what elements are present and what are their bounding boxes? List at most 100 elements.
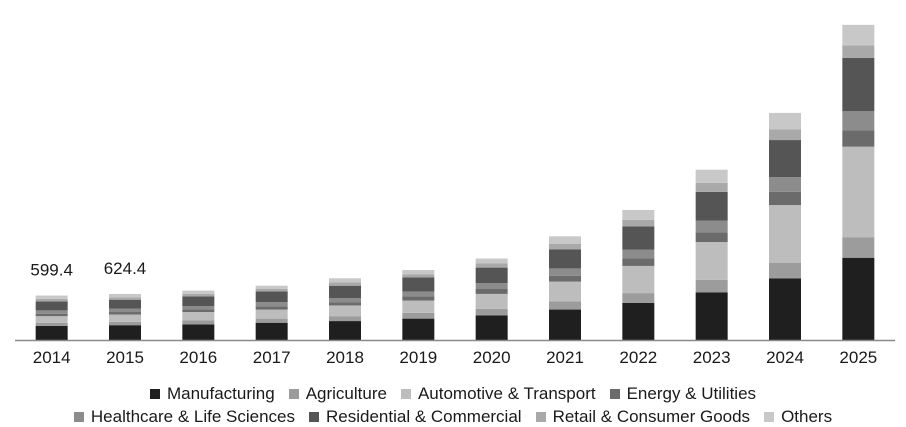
- bar-segment-2014-6: [35, 298, 68, 302]
- bar-segment-2016-1: [182, 320, 215, 325]
- bar-segment-2017-4: [255, 302, 288, 307]
- bar-segment-2025-7: [842, 24, 875, 46]
- bar-segment-2020-2: [475, 293, 508, 309]
- bar-segment-2019-1: [402, 312, 435, 319]
- bar-segment-2016-6: [182, 293, 215, 297]
- legend-swatch: [400, 389, 411, 399]
- bar-segment-2019-6: [402, 274, 435, 278]
- legend-swatch: [535, 412, 546, 422]
- x-tick-label: 2016: [179, 348, 217, 367]
- bar-segment-2015-6: [109, 297, 141, 300]
- bar-segment-2023-2: [695, 242, 728, 280]
- legend-item: Retail & Consumer Goods: [535, 407, 751, 427]
- bar-segment-2018-6: [329, 282, 361, 286]
- bar-segment-2021-5: [549, 249, 581, 269]
- bar-segment-2020-5: [475, 267, 508, 284]
- bar-segment-2025-0: [842, 257, 875, 340]
- bar-segment-2023-4: [695, 220, 728, 233]
- x-tick-label: 2021: [546, 348, 584, 367]
- legend-label: Retail & Consumer Goods: [552, 407, 751, 426]
- bar-segment-2016-0: [182, 324, 215, 340]
- legend-swatch: [764, 412, 775, 422]
- bar-segment-2024-5: [769, 140, 801, 178]
- bar-segment-2015-2: [109, 314, 141, 322]
- bar-segment-2020-6: [475, 263, 508, 268]
- bar-segment-2020-7: [475, 258, 508, 264]
- x-tick-label: 2022: [619, 348, 657, 367]
- bar-segment-2017-5: [255, 291, 288, 303]
- legend-label: Agriculture: [305, 384, 387, 403]
- bar-segment-2022-2: [622, 265, 655, 294]
- bar-segment-2023-0: [695, 292, 728, 340]
- bar-segment-2022-0: [622, 302, 655, 340]
- bar-segment-2018-4: [329, 298, 361, 303]
- legend-swatch: [309, 412, 319, 422]
- bar-segment-2018-1: [329, 316, 361, 322]
- bar-segment-2022-3: [622, 258, 655, 266]
- bar-segment-2023-5: [695, 191, 728, 221]
- bar-segment-2017-1: [255, 318, 288, 323]
- bar-segment-2015-1: [109, 321, 141, 326]
- x-tick-label: 2014: [33, 348, 71, 367]
- bar-segment-2017-6: [255, 288, 288, 292]
- bar-segment-2014-3: [35, 313, 68, 317]
- legend-label: Healthcare & Life Sciences: [90, 407, 295, 426]
- bar-segment-2016-2: [182, 312, 215, 321]
- bar-segment-2022-1: [622, 293, 655, 303]
- bar-segment-2014-4: [35, 310, 68, 314]
- legend-swatch: [149, 389, 160, 399]
- bar-segment-2022-4: [622, 249, 655, 259]
- legend-row-1: Manufacturing Agriculture Automotive & Tra…: [0, 384, 906, 404]
- bar-segment-2016-4: [182, 306, 215, 310]
- legend-item: Manufacturing: [149, 384, 275, 404]
- bar-segment-2018-2: [329, 305, 361, 317]
- bar-segment-2025-4: [842, 111, 875, 131]
- bar-segment-2014-7: [35, 295, 68, 299]
- bar-segment-2018-7: [329, 278, 361, 283]
- bar-segment-2017-2: [255, 309, 288, 319]
- legend-swatch: [609, 389, 620, 399]
- bar-segment-2018-5: [329, 285, 361, 299]
- data-label: 599.4: [30, 261, 73, 280]
- bar-segment-2023-7: [695, 169, 728, 183]
- bar-segment-2020-3: [475, 288, 508, 294]
- x-tick-label: 2025: [839, 348, 877, 367]
- legend-item: Agriculture: [288, 384, 387, 404]
- legend-row-2: Healthcare & Life Sciences Residential & …: [0, 407, 906, 427]
- bar-segment-2024-3: [769, 191, 801, 206]
- bar-segment-2021-7: [549, 236, 581, 244]
- bar-segment-2019-4: [402, 291, 435, 297]
- bar-segment-2018-0: [329, 321, 361, 340]
- legend-item: Automotive & Transport: [400, 384, 596, 404]
- bar-segment-2017-0: [255, 322, 288, 340]
- bar-segment-2022-5: [622, 226, 655, 250]
- x-tick-label: 2015: [106, 348, 144, 367]
- data-label: 624.4: [104, 259, 147, 278]
- bar-segment-2014-1: [35, 322, 68, 327]
- bar-segment-2020-4: [475, 283, 508, 289]
- legend-item: Others: [764, 407, 832, 427]
- bar-segment-2022-7: [622, 210, 655, 220]
- bar-segment-2019-2: [402, 300, 435, 313]
- bar-segment-2017-7: [255, 285, 288, 289]
- bar-segment-2021-0: [549, 309, 581, 340]
- x-tick-label: 2020: [473, 348, 511, 367]
- bar-segment-2019-3: [402, 296, 435, 301]
- bar-segment-2019-7: [402, 270, 435, 275]
- bar-segment-2017-3: [255, 306, 288, 310]
- bar-segment-2023-6: [695, 182, 728, 192]
- legend-label: Manufacturing: [166, 384, 275, 403]
- bar-segment-2024-6: [769, 129, 801, 141]
- bar-segment-2016-5: [182, 296, 215, 307]
- legend-swatch: [288, 389, 299, 399]
- bar-segment-2019-5: [402, 277, 435, 292]
- bar-segment-2023-3: [695, 232, 728, 243]
- bar-segment-2021-1: [549, 301, 581, 310]
- bar-segment-2024-4: [769, 177, 801, 192]
- bar-segment-2014-0: [35, 326, 68, 340]
- bar-segment-2015-3: [109, 312, 141, 315]
- bar-segment-2024-7: [769, 112, 801, 130]
- bar-segment-2021-6: [549, 243, 581, 250]
- x-tick-label: 2024: [766, 348, 804, 367]
